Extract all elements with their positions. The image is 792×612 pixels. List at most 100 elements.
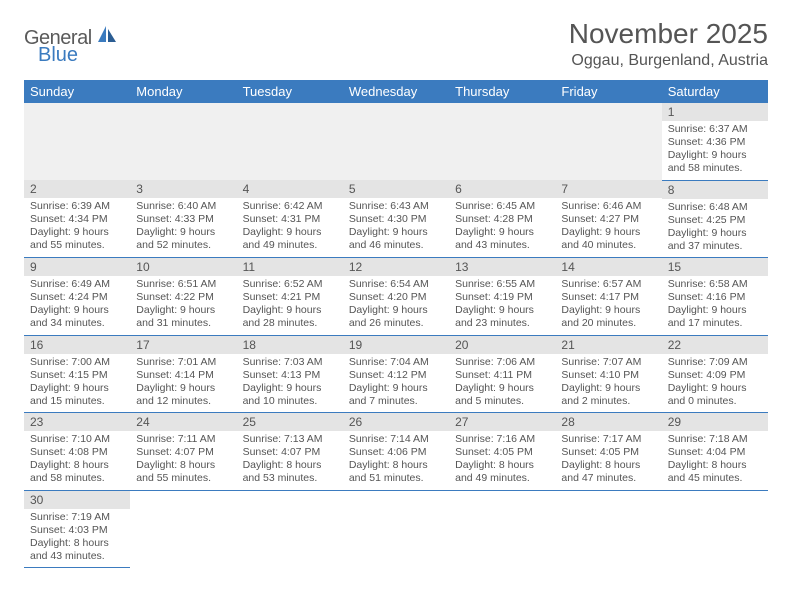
day-info-line: and 49 minutes. — [243, 239, 337, 252]
day-info-line: Sunrise: 7:14 AM — [349, 433, 443, 446]
day-info-line: Sunrise: 7:07 AM — [561, 356, 655, 369]
day-info-line: Sunset: 4:13 PM — [243, 369, 337, 382]
calendar-cell — [130, 103, 236, 180]
day-number: 22 — [662, 336, 768, 354]
day-info-line: Sunset: 4:16 PM — [668, 291, 762, 304]
day-info-line: Sunset: 4:31 PM — [243, 213, 337, 226]
day-info: Sunrise: 7:16 AMSunset: 4:05 PMDaylight:… — [449, 431, 555, 490]
calendar-cell: 14Sunrise: 6:57 AMSunset: 4:17 PMDayligh… — [555, 258, 661, 336]
day-info-line: Sunrise: 7:09 AM — [668, 356, 762, 369]
day-info: Sunrise: 7:10 AMSunset: 4:08 PMDaylight:… — [24, 431, 130, 490]
day-info-line: Daylight: 8 hours — [30, 459, 124, 472]
day-info-line: Sunset: 4:09 PM — [668, 369, 762, 382]
day-info-line: Sunrise: 6:49 AM — [30, 278, 124, 291]
day-info: Sunrise: 6:52 AMSunset: 4:21 PMDaylight:… — [237, 276, 343, 335]
calendar-cell — [237, 490, 343, 568]
day-number: 23 — [24, 413, 130, 431]
day-info: Sunrise: 6:40 AMSunset: 4:33 PMDaylight:… — [130, 198, 236, 257]
day-info-line: Daylight: 9 hours — [136, 304, 230, 317]
calendar-cell: 13Sunrise: 6:55 AMSunset: 4:19 PMDayligh… — [449, 258, 555, 336]
day-info-line: Sunrise: 6:37 AM — [668, 123, 762, 136]
day-info-line: Daylight: 9 hours — [455, 226, 549, 239]
day-info-line: and 37 minutes. — [668, 240, 762, 253]
day-number: 15 — [662, 258, 768, 276]
day-number: 8 — [662, 181, 768, 199]
calendar-cell: 16Sunrise: 7:00 AMSunset: 4:15 PMDayligh… — [24, 335, 130, 413]
day-info-line: Sunset: 4:06 PM — [349, 446, 443, 459]
day-info: Sunrise: 7:18 AMSunset: 4:04 PMDaylight:… — [662, 431, 768, 490]
weekday-header: Friday — [555, 80, 661, 103]
sail-icon — [96, 24, 118, 49]
day-info-line: Daylight: 9 hours — [30, 226, 124, 239]
day-info-line: Daylight: 8 hours — [561, 459, 655, 472]
day-info-line: and 40 minutes. — [561, 239, 655, 252]
day-number: 21 — [555, 336, 661, 354]
calendar-row: 2Sunrise: 6:39 AMSunset: 4:34 PMDaylight… — [24, 180, 768, 258]
day-info-line: and 43 minutes. — [30, 550, 124, 563]
calendar-cell: 10Sunrise: 6:51 AMSunset: 4:22 PMDayligh… — [130, 258, 236, 336]
day-number: 3 — [130, 180, 236, 198]
day-info-line: Sunrise: 6:51 AM — [136, 278, 230, 291]
day-number: 26 — [343, 413, 449, 431]
day-number: 20 — [449, 336, 555, 354]
day-info-line: and 5 minutes. — [455, 395, 549, 408]
day-info: Sunrise: 7:14 AMSunset: 4:06 PMDaylight:… — [343, 431, 449, 490]
day-number: 9 — [24, 258, 130, 276]
day-info-line: Sunrise: 6:48 AM — [668, 201, 762, 214]
day-info: Sunrise: 7:03 AMSunset: 4:13 PMDaylight:… — [237, 354, 343, 413]
calendar-cell: 26Sunrise: 7:14 AMSunset: 4:06 PMDayligh… — [343, 413, 449, 491]
day-info-line: and 34 minutes. — [30, 317, 124, 330]
day-info-line: Daylight: 9 hours — [668, 382, 762, 395]
day-info-line: Sunrise: 7:04 AM — [349, 356, 443, 369]
day-info: Sunrise: 6:51 AMSunset: 4:22 PMDaylight:… — [130, 276, 236, 335]
day-info-line: Sunset: 4:17 PM — [561, 291, 655, 304]
day-info-line: and 43 minutes. — [455, 239, 549, 252]
day-info: Sunrise: 6:37 AMSunset: 4:36 PMDaylight:… — [662, 121, 768, 180]
day-number: 11 — [237, 258, 343, 276]
day-info-line: Daylight: 9 hours — [455, 382, 549, 395]
day-number: 14 — [555, 258, 661, 276]
calendar-cell: 3Sunrise: 6:40 AMSunset: 4:33 PMDaylight… — [130, 180, 236, 258]
day-info-line: Sunrise: 6:40 AM — [136, 200, 230, 213]
day-info-line: Sunset: 4:21 PM — [243, 291, 337, 304]
day-info-line: Sunset: 4:19 PM — [455, 291, 549, 304]
day-info-line: Daylight: 9 hours — [668, 304, 762, 317]
day-info-line: Sunset: 4:33 PM — [136, 213, 230, 226]
day-info-line: Daylight: 8 hours — [668, 459, 762, 472]
day-info-line: Sunset: 4:30 PM — [349, 213, 443, 226]
day-info-line: Sunset: 4:22 PM — [136, 291, 230, 304]
calendar-row: 16Sunrise: 7:00 AMSunset: 4:15 PMDayligh… — [24, 335, 768, 413]
day-number: 18 — [237, 336, 343, 354]
day-info: Sunrise: 6:42 AMSunset: 4:31 PMDaylight:… — [237, 198, 343, 257]
day-info: Sunrise: 7:13 AMSunset: 4:07 PMDaylight:… — [237, 431, 343, 490]
calendar-body: 1Sunrise: 6:37 AMSunset: 4:36 PMDaylight… — [24, 103, 768, 568]
day-info-line: Sunrise: 7:19 AM — [30, 511, 124, 524]
day-info-line: Sunset: 4:36 PM — [668, 136, 762, 149]
day-number: 25 — [237, 413, 343, 431]
day-info-line: Sunrise: 6:57 AM — [561, 278, 655, 291]
day-info-line: Sunrise: 7:00 AM — [30, 356, 124, 369]
day-info-line: and 20 minutes. — [561, 317, 655, 330]
day-info-line: Daylight: 8 hours — [243, 459, 337, 472]
day-info: Sunrise: 7:09 AMSunset: 4:09 PMDaylight:… — [662, 354, 768, 413]
day-number: 5 — [343, 180, 449, 198]
day-info-line: and 7 minutes. — [349, 395, 443, 408]
day-info: Sunrise: 7:06 AMSunset: 4:11 PMDaylight:… — [449, 354, 555, 413]
day-info-line: Sunset: 4:15 PM — [30, 369, 124, 382]
calendar-cell: 18Sunrise: 7:03 AMSunset: 4:13 PMDayligh… — [237, 335, 343, 413]
day-number: 1 — [662, 103, 768, 121]
day-number: 10 — [130, 258, 236, 276]
day-info-line: Sunrise: 7:18 AM — [668, 433, 762, 446]
calendar-head: SundayMondayTuesdayWednesdayThursdayFrid… — [24, 80, 768, 103]
calendar-cell: 4Sunrise: 6:42 AMSunset: 4:31 PMDaylight… — [237, 180, 343, 258]
title-block: November 2025 Oggau, Burgenland, Austria — [569, 18, 768, 70]
day-info-line: Daylight: 9 hours — [561, 382, 655, 395]
day-info-line: Daylight: 9 hours — [349, 304, 443, 317]
day-info-line: Sunrise: 7:01 AM — [136, 356, 230, 369]
page-title: November 2025 — [569, 18, 768, 50]
calendar-cell — [555, 103, 661, 180]
day-info: Sunrise: 7:11 AMSunset: 4:07 PMDaylight:… — [130, 431, 236, 490]
day-info-line: and 17 minutes. — [668, 317, 762, 330]
calendar-cell — [662, 490, 768, 568]
day-info-line: Sunset: 4:07 PM — [243, 446, 337, 459]
